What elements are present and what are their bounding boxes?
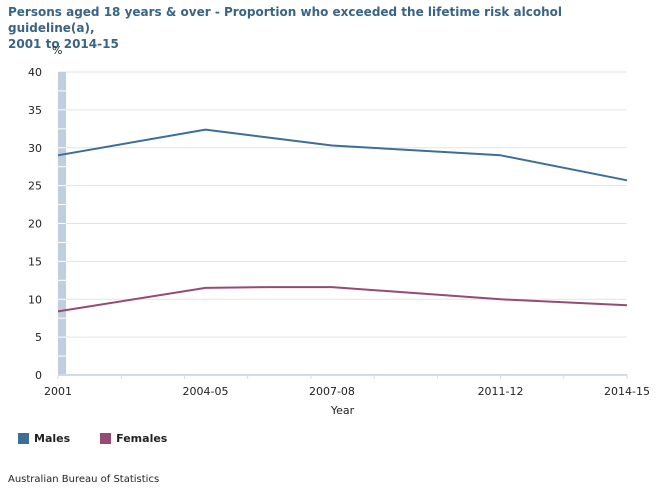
- legend-label-males: Males: [34, 432, 71, 445]
- series-line-males: [57, 128, 628, 182]
- y-tick-label-0: 0: [35, 369, 42, 382]
- y-tick-label-40: 40: [28, 66, 42, 79]
- gridlines: [58, 71, 627, 338]
- legend-item-females[interactable]: Females: [100, 432, 167, 445]
- chart-title: Persons aged 18 years & over - Proportio…: [8, 4, 648, 52]
- y-tick-label-20: 20: [28, 218, 42, 231]
- y-tick-label-10: 10: [28, 293, 42, 306]
- y-tick-label-30: 30: [28, 142, 42, 155]
- line-chart: 0 5 10 15 20 25 30 35 40 2001 2004-05 2007-08 2011-…: [28, 44, 650, 417]
- series-line-females: [57, 286, 628, 313]
- x-axis-tick-labels: 2001 2004-05 2007-08 2011-12 2014-15: [44, 385, 650, 398]
- y-axis-tick-labels: 0 5 10 15 20 25 30 35 40: [28, 66, 42, 382]
- x-axis-label: Year: [330, 404, 355, 417]
- legend-label-females: Females: [116, 432, 168, 445]
- chart-title-line-2: 2001 to 2014-15: [8, 37, 119, 51]
- y-axis-label: %: [52, 44, 62, 57]
- series-lines: [57, 128, 628, 313]
- y-axis-tick-marks: [57, 90, 628, 379]
- x-tick-label-2001: 2001: [44, 385, 72, 398]
- x-tick-label-2007-08: 2007-08: [309, 385, 355, 398]
- legend-swatch-males: [18, 433, 29, 444]
- legend: Males Females: [18, 432, 197, 445]
- y-tick-label-15: 15: [28, 255, 42, 268]
- x-tick-label-2004-05: 2004-05: [183, 385, 229, 398]
- x-tick-label-2011-12: 2011-12: [478, 385, 524, 398]
- source-note: Australian Bureau of Statistics: [8, 474, 160, 485]
- y-tick-label-25: 25: [28, 180, 42, 193]
- x-tick-label-2014-15: 2014-15: [604, 385, 650, 398]
- legend-swatch-females: [100, 433, 112, 444]
- chart-title-line-1: Persons aged 18 years & over - Proportio…: [8, 5, 562, 35]
- y-tick-label-5: 5: [35, 331, 42, 344]
- y-tick-label-35: 35: [28, 104, 42, 117]
- legend-item-males[interactable]: Males: [18, 432, 70, 445]
